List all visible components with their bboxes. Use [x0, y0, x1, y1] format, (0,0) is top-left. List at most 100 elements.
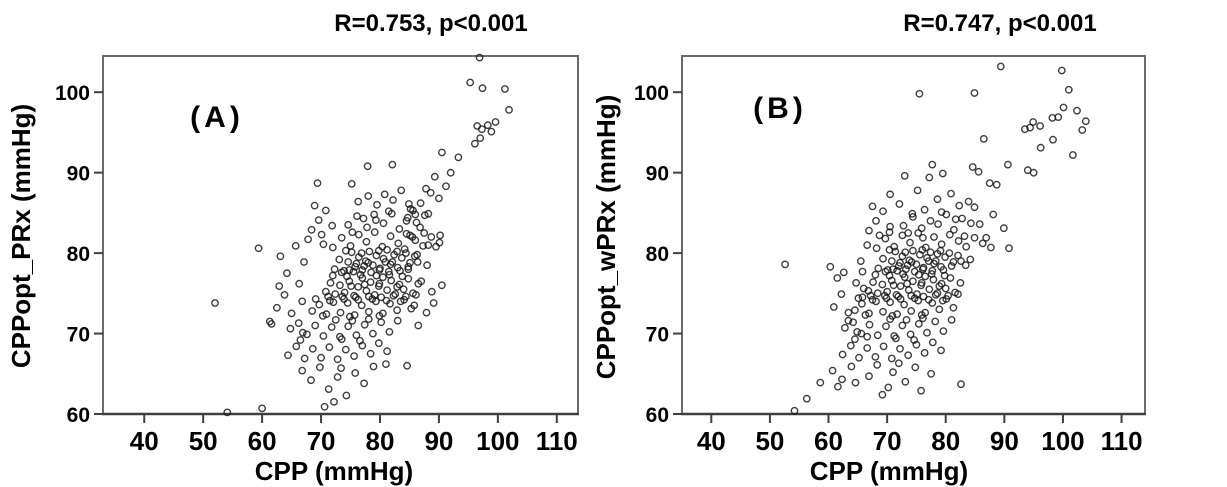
panel-b: R=0.747, p<0.001 (B) CPPopt_wPRx (mmHg) …: [591, 10, 1146, 486]
data-point: [307, 225, 316, 234]
data-point: [893, 266, 901, 275]
data-point: [1029, 168, 1038, 177]
data-point: [967, 219, 975, 228]
data-point: [855, 353, 863, 362]
data-point: [368, 329, 377, 338]
panel-b-ylabel: CPPopt_wPRx (mmHg): [591, 95, 621, 380]
data-point: [884, 383, 893, 392]
data-point: [420, 229, 429, 237]
data-point: [420, 211, 429, 220]
data-point: [397, 186, 406, 195]
panel-b-xlabel: CPP (mmHg): [810, 456, 968, 486]
data-point: [863, 332, 872, 341]
x-tick-label: 50: [189, 426, 218, 456]
data-point: [435, 238, 444, 247]
y-tick-label: 60: [67, 404, 90, 427]
data-point: [1057, 66, 1066, 75]
data-point: [389, 291, 398, 300]
data-point: [892, 290, 901, 299]
data-point: [319, 332, 328, 340]
data-point: [365, 247, 374, 256]
data-point: [816, 378, 825, 387]
data-point: [328, 221, 337, 230]
data-point: [211, 299, 219, 307]
data-point: [300, 354, 309, 363]
data-point: [319, 240, 328, 249]
data-point: [307, 376, 315, 385]
data-point: [396, 297, 405, 306]
data-point: [436, 231, 444, 240]
data-point: [839, 268, 848, 277]
data-point: [311, 295, 320, 303]
data-point: [914, 319, 923, 328]
data-point: [347, 179, 356, 188]
data-point: [404, 200, 413, 208]
data-point: [321, 206, 330, 215]
data-point: [937, 346, 945, 355]
data-point: [865, 309, 873, 318]
x-tick-label: 110: [536, 426, 578, 456]
panel-b-letter: (B): [753, 92, 807, 125]
data-point: [904, 351, 913, 360]
data-point: [937, 208, 946, 217]
data-point: [344, 322, 353, 331]
data-point: [1064, 85, 1073, 94]
data-point: [873, 289, 882, 298]
data-point: [886, 298, 894, 307]
data-point: [304, 235, 312, 244]
data-point: [834, 382, 842, 391]
data-point: [374, 246, 383, 255]
data-point: [892, 334, 900, 343]
data-point: [477, 125, 486, 134]
data-point: [286, 324, 295, 333]
data-point: [276, 252, 285, 261]
data-point: [910, 336, 918, 344]
data-point: [422, 184, 430, 193]
data-point: [931, 257, 940, 265]
data-point: [478, 84, 487, 93]
data-point: [875, 231, 884, 240]
data-point: [865, 226, 873, 235]
panel-a-letter: (A): [190, 101, 244, 134]
data-point: [889, 281, 898, 290]
data-point: [341, 246, 350, 255]
data-point: [989, 210, 998, 219]
data-point: [353, 212, 361, 221]
data-point: [858, 293, 867, 302]
data-point: [933, 289, 942, 298]
data-point: [828, 366, 837, 375]
data-point: [919, 265, 927, 274]
data-point: [325, 343, 334, 352]
data-point: [878, 280, 887, 289]
data-point: [350, 291, 358, 300]
panel-a-xlabel: CPP (mmHg): [255, 456, 413, 486]
data-point: [348, 316, 357, 325]
data-point: [847, 362, 856, 371]
data-point: [422, 308, 431, 317]
data-point: [383, 245, 391, 254]
data-point: [347, 282, 355, 290]
data-point: [406, 204, 415, 213]
data-point: [327, 323, 336, 331]
data-point: [414, 279, 423, 288]
data-point: [383, 286, 391, 294]
data-point: [315, 363, 324, 372]
data-point: [889, 368, 897, 377]
data-point: [882, 322, 890, 331]
data-point: [317, 353, 325, 362]
data-point: [829, 303, 838, 311]
data-point: [958, 214, 966, 223]
data-point: [403, 361, 411, 370]
data-point: [1054, 113, 1063, 122]
data-point: [320, 402, 329, 411]
data-point: [330, 397, 338, 406]
data-point: [887, 354, 896, 363]
data-point: [356, 270, 365, 279]
data-point: [378, 273, 387, 282]
data-point: [881, 267, 890, 276]
data-point: [882, 294, 891, 303]
data-point: [940, 271, 949, 280]
data-point: [901, 248, 910, 257]
data-point: [802, 394, 811, 403]
